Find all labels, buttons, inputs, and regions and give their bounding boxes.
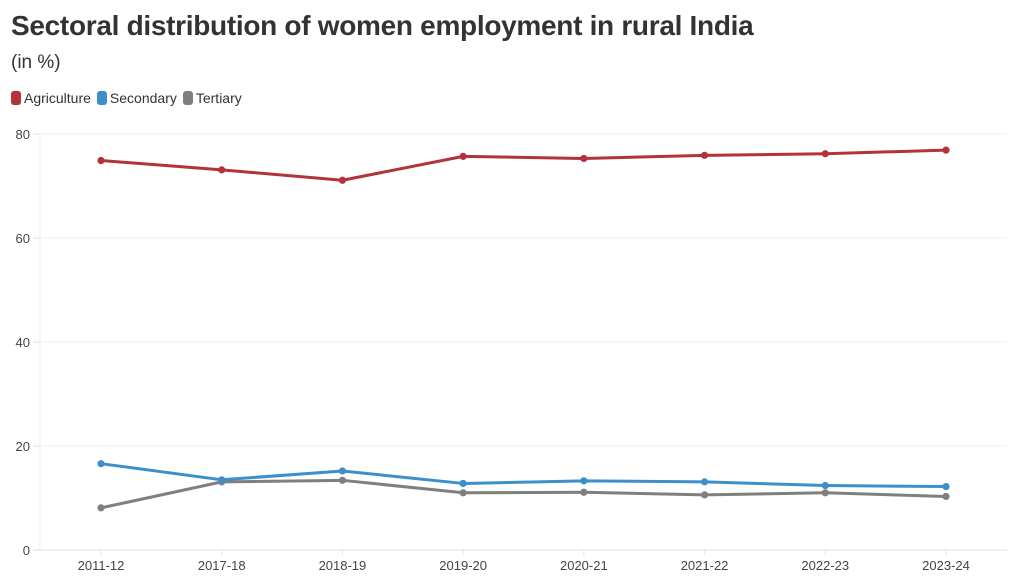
data-point-secondary[interactable]	[942, 482, 950, 491]
y-tick-label: 80	[16, 127, 30, 142]
data-point-tertiary[interactable]	[942, 492, 950, 501]
series-secondary	[97, 460, 950, 491]
data-point-secondary[interactable]	[700, 478, 709, 486]
data-point-secondary[interactable]	[218, 476, 226, 484]
x-axis: 2011-12 2017-18 2018-19 2019-20 2020-21 2021-…	[78, 550, 970, 573]
data-point-agriculture[interactable]	[218, 166, 226, 174]
data-point-agriculture[interactable]	[821, 150, 829, 158]
data-point-secondary[interactable]	[338, 467, 347, 475]
data-point-agriculture[interactable]	[700, 151, 709, 159]
series-lines	[97, 146, 950, 512]
data-point-tertiary[interactable]	[459, 489, 467, 497]
gridlines	[40, 133, 1007, 551]
y-tick-label: 0	[23, 543, 30, 558]
x-tick-label: 2023-24	[922, 558, 970, 573]
y-tick-label: 40	[16, 335, 30, 350]
legend-swatch-secondary	[96, 91, 107, 105]
series-line-agriculture	[99, 148, 948, 182]
legend-label: Secondary	[109, 90, 177, 106]
data-point-tertiary[interactable]	[338, 476, 347, 484]
x-tick-label: 2020-21	[560, 558, 608, 573]
data-point-agriculture[interactable]	[97, 156, 105, 165]
y-axis: 0 20 40 60 80	[16, 127, 41, 558]
legend-item-agriculture[interactable]: Agriculture	[11, 90, 91, 106]
data-point-agriculture[interactable]	[942, 146, 950, 154]
data-point-agriculture[interactable]	[338, 176, 347, 184]
data-point-tertiary[interactable]	[700, 491, 709, 499]
series-agriculture	[97, 146, 950, 184]
x-tick-label: 2021-22	[681, 558, 729, 573]
legend-item-tertiary[interactable]: Tertiary	[182, 90, 242, 106]
series-tertiary	[97, 476, 950, 512]
data-point-secondary[interactable]	[459, 479, 467, 488]
data-point-secondary[interactable]	[821, 481, 829, 490]
data-point-agriculture[interactable]	[459, 152, 467, 160]
legend-swatch-agriculture	[11, 91, 21, 105]
series-line-tertiary	[99, 478, 948, 510]
data-point-secondary[interactable]	[580, 477, 588, 485]
x-tick-label: 2022-23	[801, 558, 849, 573]
data-point-secondary[interactable]	[97, 460, 105, 468]
x-tick-label: 2018-19	[319, 558, 367, 573]
chart-title: Sectoral distribution of women employmen…	[11, 10, 754, 41]
series-line-secondary	[99, 462, 948, 489]
data-point-tertiary[interactable]	[580, 488, 588, 496]
data-point-tertiary[interactable]	[97, 504, 105, 512]
legend-swatch-tertiary	[182, 91, 193, 105]
legend-item-secondary[interactable]: Secondary	[96, 90, 177, 106]
chart-subtitle: (in %)	[11, 52, 61, 73]
y-tick-label: 20	[16, 439, 30, 454]
x-tick-label: 2019-20	[439, 558, 487, 573]
x-tick-label: 2017-18	[198, 558, 246, 573]
legend-label: Agriculture	[24, 90, 91, 106]
x-tick-label: 2011-12	[78, 558, 125, 573]
legend: Agriculture Secondary Tertiary	[11, 90, 242, 106]
legend-label: Tertiary	[195, 90, 242, 106]
data-point-tertiary[interactable]	[821, 489, 829, 497]
y-tick-label: 60	[16, 231, 30, 246]
data-point-agriculture[interactable]	[580, 154, 588, 163]
